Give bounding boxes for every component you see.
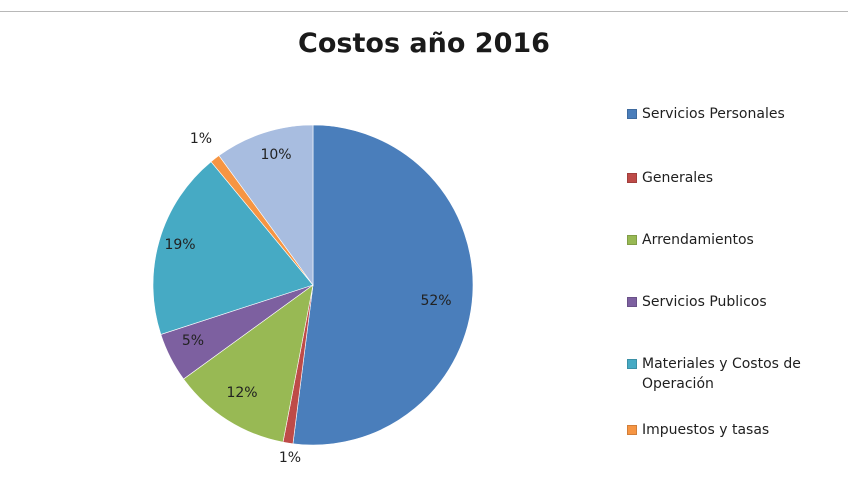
legend-label: Impuestos y tasas — [642, 422, 770, 438]
data-label-materiales-y-costos-de-operacion: 19% — [164, 237, 195, 253]
data-label-impuestos-y-tasas: 1% — [190, 131, 212, 147]
legend-swatch — [627, 235, 637, 245]
top-divider — [0, 11, 848, 12]
data-label-servicios-personales: 52% — [420, 293, 451, 309]
legend-label: Materiales y Costos de Operación — [642, 356, 801, 392]
pie-slice-servicios-personales — [292, 124, 474, 446]
legend-swatch — [627, 425, 637, 435]
pie-slice-slice-6 — [218, 124, 314, 286]
legend-item-materiales-y-costos-de-operacion: Materiales y Costos de Operación — [627, 354, 842, 394]
legend-item-generales: Generales — [627, 168, 842, 188]
data-label-servicios-publicos: 5% — [182, 333, 204, 349]
legend-label: Generales — [642, 170, 714, 186]
data-label-arrendamientos: 12% — [226, 385, 257, 401]
legend-label: Servicios Personales — [642, 106, 785, 122]
legend-item-arrendamientos: Arrendamientos — [627, 230, 842, 250]
legend-item-servicios-personales: Servicios Personales — [627, 104, 842, 124]
data-label-slice-6: 10% — [260, 147, 291, 163]
pie-slice-materiales-y-costos-de-operacion — [152, 161, 314, 335]
data-label-generales: 1% — [279, 450, 301, 466]
legend-label: Arrendamientos — [642, 232, 754, 248]
legend-item-servicios-publicos: Servicios Publicos — [627, 292, 842, 312]
legend-swatch — [627, 297, 637, 307]
legend-swatch — [627, 173, 637, 183]
legend-swatch — [627, 359, 637, 369]
pie-slice-arrendamientos — [183, 284, 314, 443]
chart-title: Costos año 2016 — [298, 28, 550, 59]
legend-item-impuestos-y-tasas: Impuestos y tasas — [627, 420, 842, 440]
legend-label: Servicios Publicos — [642, 294, 767, 310]
legend-swatch — [627, 109, 637, 119]
